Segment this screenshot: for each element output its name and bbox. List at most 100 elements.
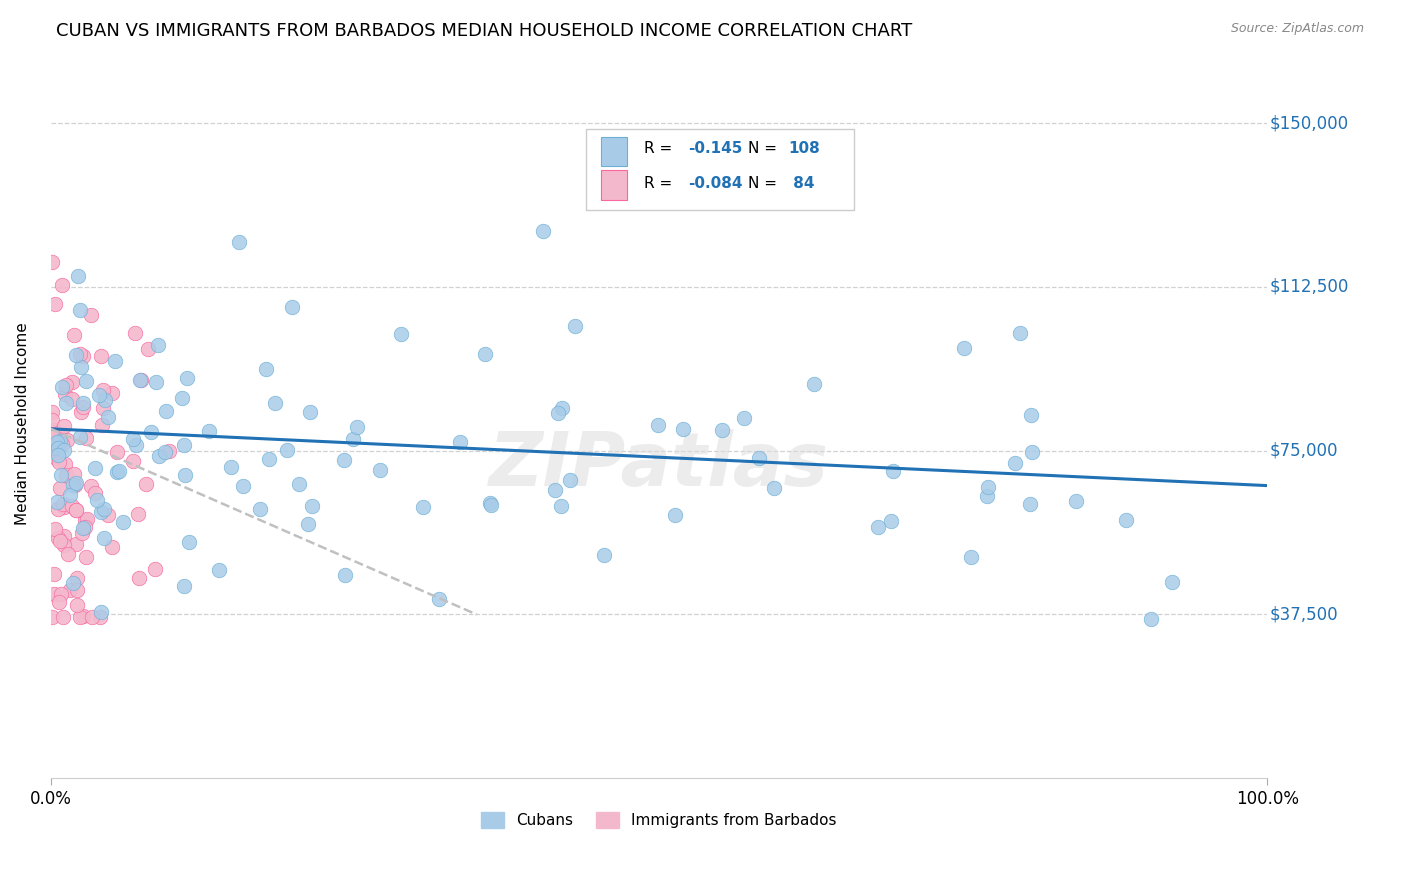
Point: [80, 609, 103, 624]
Point: [70, 526, 93, 541]
Point: [69, 360, 91, 375]
Point: [368, 463, 391, 477]
Point: [55, 468, 77, 483]
Point: [1139, 612, 1161, 626]
Point: [558, 474, 581, 488]
Text: R =: R =: [644, 176, 678, 191]
Point: [866, 519, 889, 533]
FancyBboxPatch shape: [586, 128, 853, 211]
Point: [1021, 445, 1043, 459]
Point: [145, 376, 167, 390]
Point: [44, 297, 66, 311]
Point: [45, 450, 67, 465]
Point: [94, 393, 117, 408]
Y-axis label: Median Household Income: Median Household Income: [15, 322, 30, 524]
Point: [762, 481, 785, 495]
Text: $112,500: $112,500: [1270, 278, 1350, 296]
Point: [89, 609, 111, 624]
Point: [124, 438, 146, 452]
Point: [75, 520, 97, 534]
Point: [49, 587, 72, 601]
Point: [55, 396, 77, 410]
Point: [228, 235, 250, 249]
Point: [44, 522, 66, 536]
Point: [882, 464, 904, 478]
Text: $37,500: $37,500: [1270, 606, 1339, 624]
Point: [72, 521, 94, 535]
Bar: [600, 170, 627, 200]
Point: [647, 418, 669, 433]
Point: [56, 433, 79, 447]
Point: [1019, 497, 1042, 511]
Point: [93, 531, 115, 545]
Point: [93, 501, 115, 516]
Point: [48, 434, 70, 449]
Point: [69, 429, 91, 443]
Point: [90, 505, 112, 519]
Point: [42, 587, 65, 601]
Point: [301, 500, 323, 514]
Point: [60, 392, 83, 406]
Point: [72, 608, 94, 623]
Point: [479, 498, 502, 512]
Point: [198, 424, 221, 438]
Point: [41, 413, 63, 427]
Point: [66, 599, 89, 613]
Point: [52, 529, 75, 543]
Point: [564, 319, 586, 334]
Point: [101, 386, 124, 401]
Point: [55, 377, 77, 392]
Point: [79, 479, 101, 493]
Point: [83, 461, 105, 475]
Point: [49, 468, 72, 483]
Point: [63, 327, 86, 342]
Point: [51, 277, 73, 292]
Point: [42, 566, 65, 581]
Point: [59, 583, 82, 598]
Point: [41, 441, 63, 455]
Point: [131, 373, 153, 387]
Point: [128, 571, 150, 585]
Point: [257, 452, 280, 467]
Point: [65, 502, 87, 516]
Point: [174, 467, 197, 482]
Point: [249, 502, 271, 516]
Point: [44, 430, 66, 444]
Point: [124, 326, 146, 341]
Point: [108, 464, 131, 478]
Point: [69, 609, 91, 624]
Point: [90, 605, 112, 619]
Point: [959, 549, 981, 564]
Point: [288, 476, 311, 491]
Point: [69, 347, 91, 361]
Point: [953, 341, 976, 355]
Point: [60, 375, 83, 389]
Point: [75, 549, 97, 564]
Point: [177, 535, 200, 549]
Point: [136, 343, 159, 357]
Point: [45, 495, 67, 509]
Point: [803, 377, 825, 392]
Point: [104, 354, 127, 368]
Point: [173, 579, 195, 593]
Point: [135, 477, 157, 491]
Point: [264, 396, 287, 410]
Point: [62, 478, 84, 492]
Point: [139, 425, 162, 439]
Point: [72, 349, 94, 363]
Point: [128, 373, 150, 387]
Point: [46, 501, 69, 516]
Point: [91, 383, 114, 397]
Point: [41, 430, 63, 444]
Point: [173, 438, 195, 452]
Point: [52, 497, 75, 511]
Point: [52, 500, 75, 515]
Point: [105, 444, 128, 458]
Point: [41, 254, 63, 268]
Point: [281, 300, 304, 314]
Point: [1066, 493, 1088, 508]
Point: [67, 268, 90, 283]
Point: [672, 422, 695, 436]
Point: [48, 455, 70, 469]
Point: [62, 576, 84, 591]
